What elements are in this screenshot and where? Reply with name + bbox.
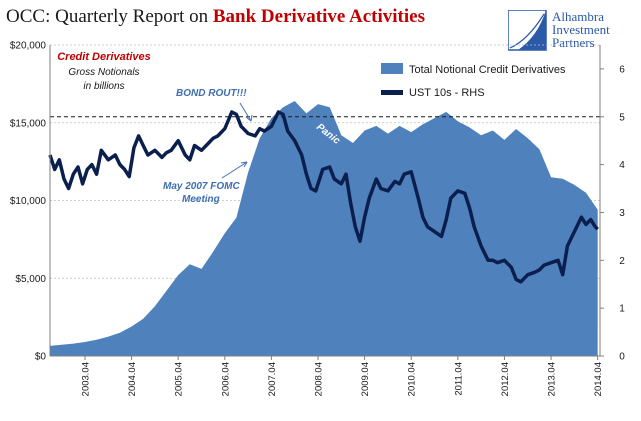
title-accent: Bank Derivative Activities: [212, 6, 425, 27]
x-tick-label: 2009.04: [360, 362, 371, 396]
left-tick-label: $10,000: [10, 196, 47, 207]
page-title: OCC: Quarterly Report on Bank Derivative…: [6, 6, 425, 28]
annotation-gross-notionals: Gross Notionals: [68, 67, 139, 78]
right-tick-label: 0: [619, 352, 625, 363]
title-prefix: OCC: Quarterly Report on: [6, 6, 213, 27]
left-tick-label: $0: [35, 352, 47, 363]
x-tick-label: 2011.04: [453, 362, 464, 396]
line-ust-10s: [48, 110, 599, 284]
annotations: Credit Derivatives Gross Notionals in bi…: [57, 51, 342, 205]
x-axis-ticks: 2003.04 2004.04 2005.04 2006.04 2007.04 2008.…: [80, 356, 604, 396]
right-tick-label: 6: [619, 64, 625, 75]
left-tick-label: $5,000: [15, 274, 46, 285]
left-axis-ticks: $0 $5,000 $10,000 $15,000 $20,000: [10, 41, 47, 363]
right-tick-label: 5: [619, 112, 625, 123]
legend: Total Notional Credit Derivatives UST 10…: [381, 63, 566, 99]
brand-line-1: Alhambra: [552, 9, 604, 24]
x-tick-label: 2003.04: [80, 362, 91, 396]
x-tick-label: 2005.04: [174, 362, 185, 396]
x-tick-label: 2004.04: [127, 362, 138, 396]
brand-line-2: Investment: [552, 22, 610, 37]
right-axis-ticks: 0 1 2 3 4 5 6: [600, 64, 625, 363]
arrowhead-bond-rout-icon: [245, 114, 253, 122]
brand-mark-icon: [508, 10, 547, 51]
annotation-in-billions: in billions: [83, 81, 124, 92]
brand-line-3: Partners: [552, 35, 595, 50]
arrowhead-fomc-icon: [240, 161, 248, 168]
annotation-credit-derivatives: Credit Derivatives: [57, 51, 151, 63]
right-tick-label: 2: [619, 256, 625, 267]
left-tick-label: $15,000: [10, 118, 47, 129]
x-tick-label: 2008.04: [314, 362, 325, 396]
area-total-notional-credit-derivatives: [50, 101, 598, 356]
legend-swatch-line: [381, 90, 403, 95]
annotation-fomc-line-1: May 2007 FOMC: [163, 181, 240, 192]
legend-label-line: UST 10s - RHS: [409, 87, 485, 99]
x-tick-label: 2006.04: [220, 362, 231, 396]
brand-logo: Alhambra Investment Partners: [508, 10, 633, 56]
axes-layer: [49, 45, 601, 357]
annotation-fomc-line-2: Meeting: [182, 194, 220, 205]
x-tick-label: 2010.04: [407, 362, 418, 396]
left-tick-label: $20,000: [10, 41, 47, 52]
legend-label-area: Total Notional Credit Derivatives: [409, 64, 566, 76]
x-tick-label: 2012.04: [500, 362, 511, 396]
arrow-bond-rout: [239, 102, 252, 122]
legend-swatch-area: [381, 63, 403, 74]
x-tick-label: 2007.04: [267, 362, 278, 396]
right-tick-label: 1: [619, 304, 625, 315]
right-tick-label: 3: [619, 208, 625, 219]
brand-name: Alhambra Investment Partners: [552, 10, 610, 49]
x-tick-label: 2013.04: [547, 362, 558, 396]
x-tick-label: 2014.04: [593, 362, 604, 396]
right-tick-label: 4: [619, 160, 625, 171]
arrow-fomc: [221, 161, 248, 179]
annotation-bond-rout: BOND ROUT!!!: [176, 88, 247, 99]
